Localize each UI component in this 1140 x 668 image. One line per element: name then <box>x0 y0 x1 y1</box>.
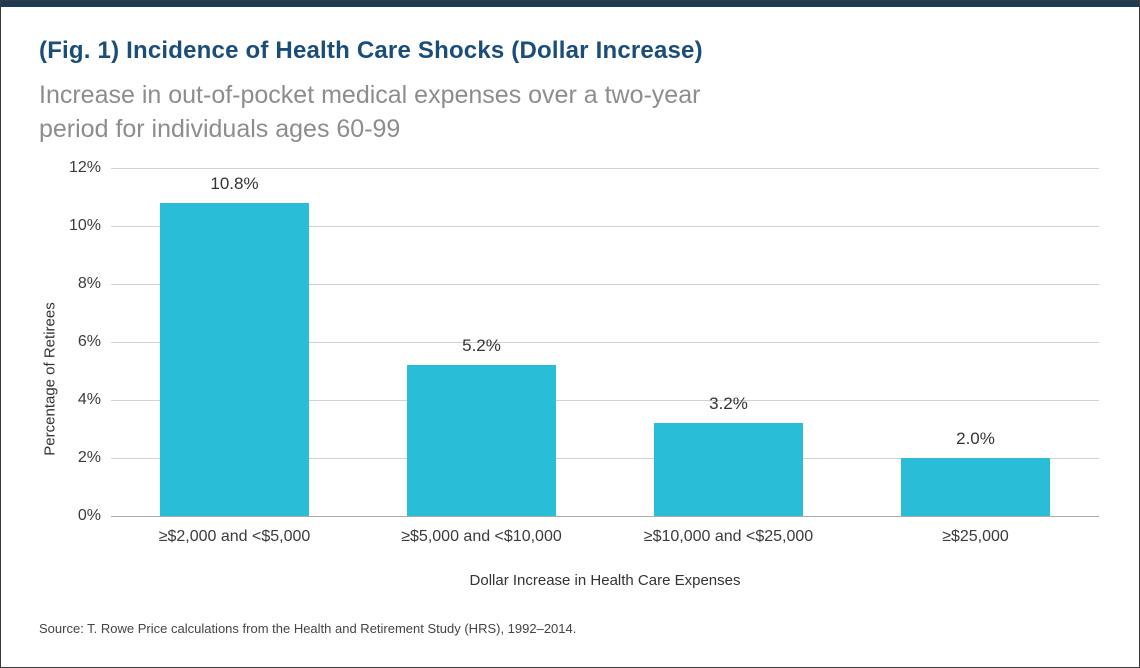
x-category-label: ≥$2,000 and <$5,000 <box>158 528 311 545</box>
y-tick-label: 12% <box>68 159 101 176</box>
gridline <box>111 226 1099 227</box>
y-tick-label: 8% <box>77 275 101 292</box>
figure-subtitle: Increase in out-of-pocket medical expens… <box>39 81 701 143</box>
bar-value-label: 5.2% <box>462 336 501 356</box>
bar-slot: 2.0% <box>852 168 1099 516</box>
y-tick-label: 10% <box>68 217 101 234</box>
gridline <box>111 284 1099 285</box>
bar-slot: 10.8% <box>111 168 358 516</box>
x-axis-category-labels: ≥$2,000 and <$5,000 ≥$5,000 and <$10,000 ≥… <box>111 528 1099 546</box>
bar-slots: 10.8% 5.2% 3.2% 2.0% <box>111 168 1099 516</box>
gridline <box>111 458 1099 459</box>
x-category-label: ≥$10,000 and <$25,000 <box>643 528 814 545</box>
y-axis-title: Percentage of Retirees <box>41 301 59 456</box>
y-axis-title-column: Percentage of Retirees <box>39 168 61 589</box>
y-tick-label: 2% <box>77 449 101 466</box>
x-axis-baseline <box>111 516 1099 517</box>
gridline <box>111 342 1099 343</box>
bar-slot: 5.2% <box>358 168 605 516</box>
bar-value-label: 2.0% <box>956 429 995 448</box>
gridline <box>111 400 1099 401</box>
bar <box>654 423 803 516</box>
top-accent-band <box>1 1 1139 7</box>
bar-value-label: 10.8% <box>210 173 259 193</box>
bar <box>407 365 556 516</box>
plot-column: 10.8% 5.2% 3.2% 2.0% ≥$2,000 and <$5,000 ≥$5… <box>111 168 1099 589</box>
gridline <box>111 168 1099 169</box>
bar <box>160 202 309 516</box>
figure-title: (Fig. 1) Incidence of Health Care Shocks… <box>39 37 703 64</box>
x-category-label: ≥$5,000 and <$10,000 <box>401 528 562 545</box>
y-tick-label: 4% <box>77 391 101 408</box>
bar-chart: Percentage of Retirees 0% 2% 4% 6% 8% 10% 12% … <box>1 146 1139 589</box>
y-axis-tick-labels: 0% 2% 4% 6% 8% 10% 12% <box>61 159 111 524</box>
x-category-label: ≥$25,000 <box>942 528 1009 545</box>
y-tick-label: 6% <box>77 333 101 350</box>
figure-header: (Fig. 1) Incidence of Health Care Shocks… <box>1 7 1139 146</box>
x-axis-title: Dollar Increase in Health Care Expenses <box>469 572 741 589</box>
y-tick-label: 0% <box>77 507 101 524</box>
bar-slot: 3.2% <box>605 168 852 516</box>
plot-area: 10.8% 5.2% 3.2% 2.0% <box>111 168 1099 517</box>
source-note: Source: T. Rowe Price calculations from … <box>39 621 577 636</box>
bar-value-label: 3.2% <box>709 394 748 414</box>
bar <box>901 458 1050 516</box>
